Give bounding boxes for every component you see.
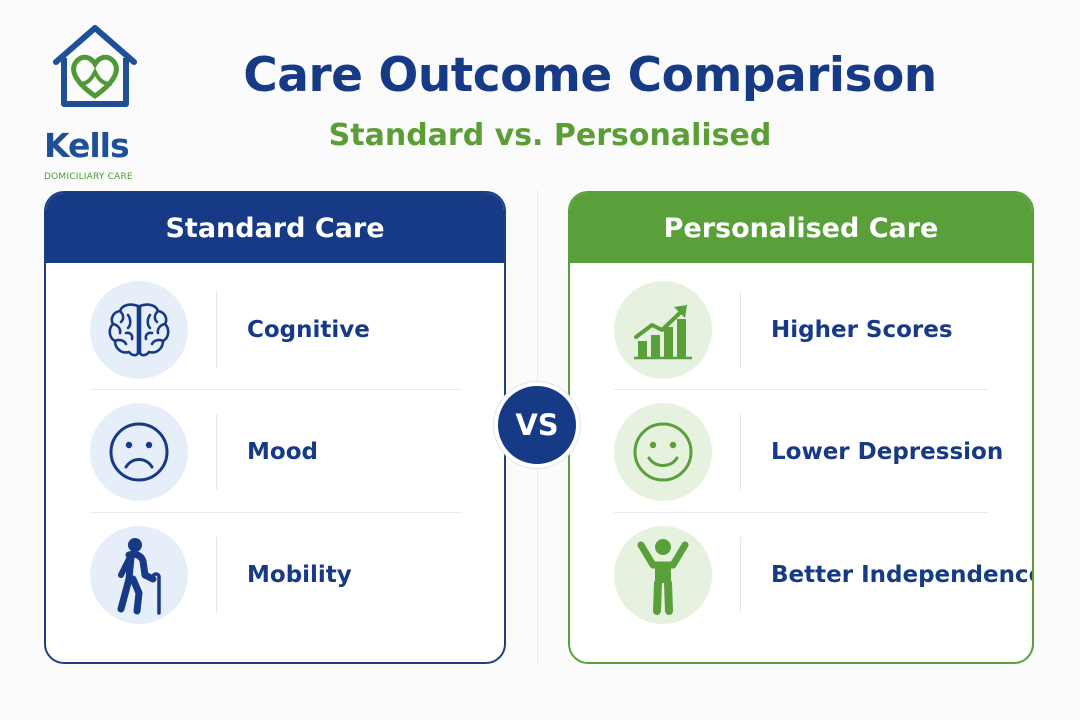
personalised-care-panel: Personalised Care Higher Scores	[568, 191, 1034, 664]
person-arms-raised-icon	[637, 539, 689, 615]
logo-tagline: DOMICILIARY CARE	[44, 172, 133, 182]
row-divider	[614, 512, 988, 513]
standard-care-panel: Standard Care Cognitive	[44, 191, 506, 664]
row-label: Higher Scores	[771, 317, 953, 343]
row-divider	[90, 389, 462, 390]
row-label: Lower Depression	[771, 439, 1004, 465]
row-divider	[90, 512, 462, 513]
logo-name: Kells	[44, 126, 130, 165]
standard-row-cognitive: Cognitive	[90, 269, 370, 391]
page-title: Care Outcome Comparison	[243, 48, 937, 103]
brain-icon	[108, 303, 170, 357]
smiley-face-icon	[633, 422, 693, 482]
row-label: Better Independence	[771, 562, 1034, 588]
standard-care-header: Standard Care	[46, 193, 504, 263]
personalised-row-higher-scores: Higher Scores	[614, 269, 953, 391]
standard-row-mood: Mood	[90, 391, 318, 513]
elderly-walking-cane-icon	[117, 538, 161, 615]
page-subtitle: Standard vs. Personalised	[328, 118, 772, 153]
row-label: Mood	[247, 439, 318, 465]
rising-bar-chart-icon	[634, 305, 692, 360]
row-label: Mobility	[247, 562, 352, 588]
house-heart-icon	[53, 25, 137, 107]
personalised-row-better-independence: Better Independence	[614, 514, 1034, 636]
personalised-row-lower-depression: Lower Depression	[614, 391, 1003, 513]
row-divider	[614, 389, 988, 390]
vs-badge: VS	[494, 382, 580, 468]
personalised-care-header: Personalised Care	[570, 193, 1032, 263]
kells-logo: Kells DOMICILIARY CARE	[40, 22, 160, 182]
sad-face-icon	[109, 422, 169, 482]
standard-row-mobility: Mobility	[90, 514, 352, 636]
row-label: Cognitive	[247, 317, 370, 343]
